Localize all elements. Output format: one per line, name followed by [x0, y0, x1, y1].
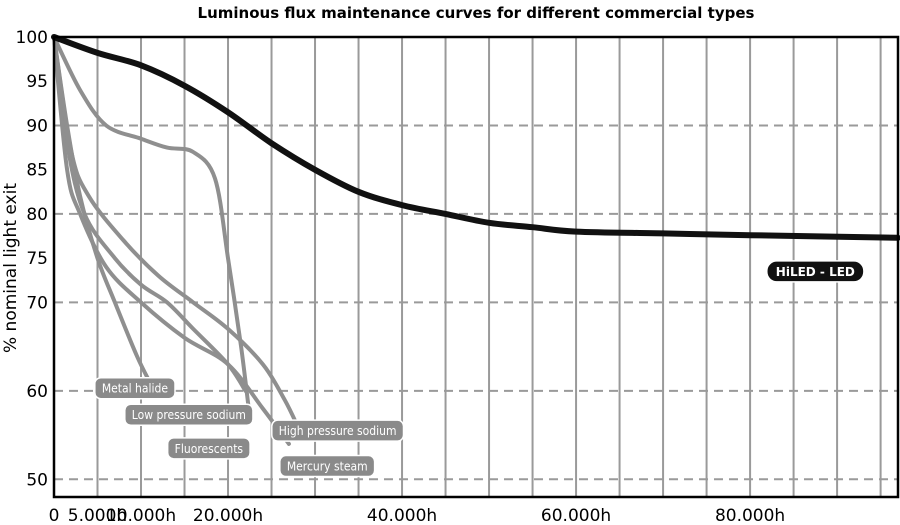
label-box [766, 260, 865, 283]
series-line-high-pressure-sodium [52, 35, 300, 429]
label-text: Fluorescents [175, 442, 244, 456]
y-tick-label: 95 [26, 72, 48, 92]
series-line-fluorescents [52, 35, 252, 420]
x-tick-label: 10.000h [106, 506, 176, 525]
y-tick-label: 60 [26, 382, 48, 402]
x-tick-label: 60.000h [541, 506, 611, 525]
y-tick-label: 75 [26, 249, 48, 269]
label-text: Mercury steam [287, 460, 368, 474]
y-tick-label: 85 [26, 161, 48, 181]
plot-frame [52, 35, 900, 499]
series-layer [51, 34, 900, 446]
x-tick-label: 5.000h [68, 506, 127, 525]
label-box [166, 437, 251, 460]
series-label-fluorescents: Fluorescents [166, 437, 251, 460]
series-line-metal-halide [52, 35, 152, 384]
label-text: Low pressure sodium [132, 408, 246, 422]
label-text: Metal halide [102, 382, 169, 396]
series-line-mercury-steam [52, 35, 291, 446]
y-tick-label: 70 [26, 293, 48, 313]
label-layer: HiLED - LED Metal halide Low pressure sodi… [94, 260, 865, 478]
y-tick-label: 100 [16, 28, 48, 48]
series-line-low-pressure-sodium [52, 35, 248, 393]
series-label-low-pressure-sodium: Low pressure sodium [124, 403, 254, 426]
y-tick-label: 50 [26, 470, 48, 490]
y-tick-label: 90 [26, 116, 48, 136]
y-axis-label: % nominal light exit [1, 183, 21, 353]
label-box [271, 419, 405, 442]
label-box [279, 454, 376, 478]
x-tick-label: 80.000h [715, 506, 785, 525]
x-tick-label: 0 [49, 506, 60, 525]
series-label-mercury-steam: Mercury steam [279, 454, 376, 478]
x-tick-label: 20.000h [193, 506, 263, 525]
series-line-hiled-led [51, 34, 900, 241]
series-label-metal-halide: Metal halide [94, 376, 176, 400]
label-box [124, 403, 254, 426]
y-tick-label: 80 [26, 205, 48, 225]
series-label-high-pressure-sodium: High pressure sodium [271, 419, 405, 442]
label-box [94, 376, 176, 400]
chart-title: Luminous flux maintenance curves for dif… [198, 4, 755, 22]
series-label-hiled-led: HiLED - LED [766, 260, 865, 283]
x-tick-label: 40.000h [367, 506, 437, 525]
label-text: High pressure sodium [279, 424, 397, 438]
label-text: HiLED - LED [776, 265, 855, 279]
